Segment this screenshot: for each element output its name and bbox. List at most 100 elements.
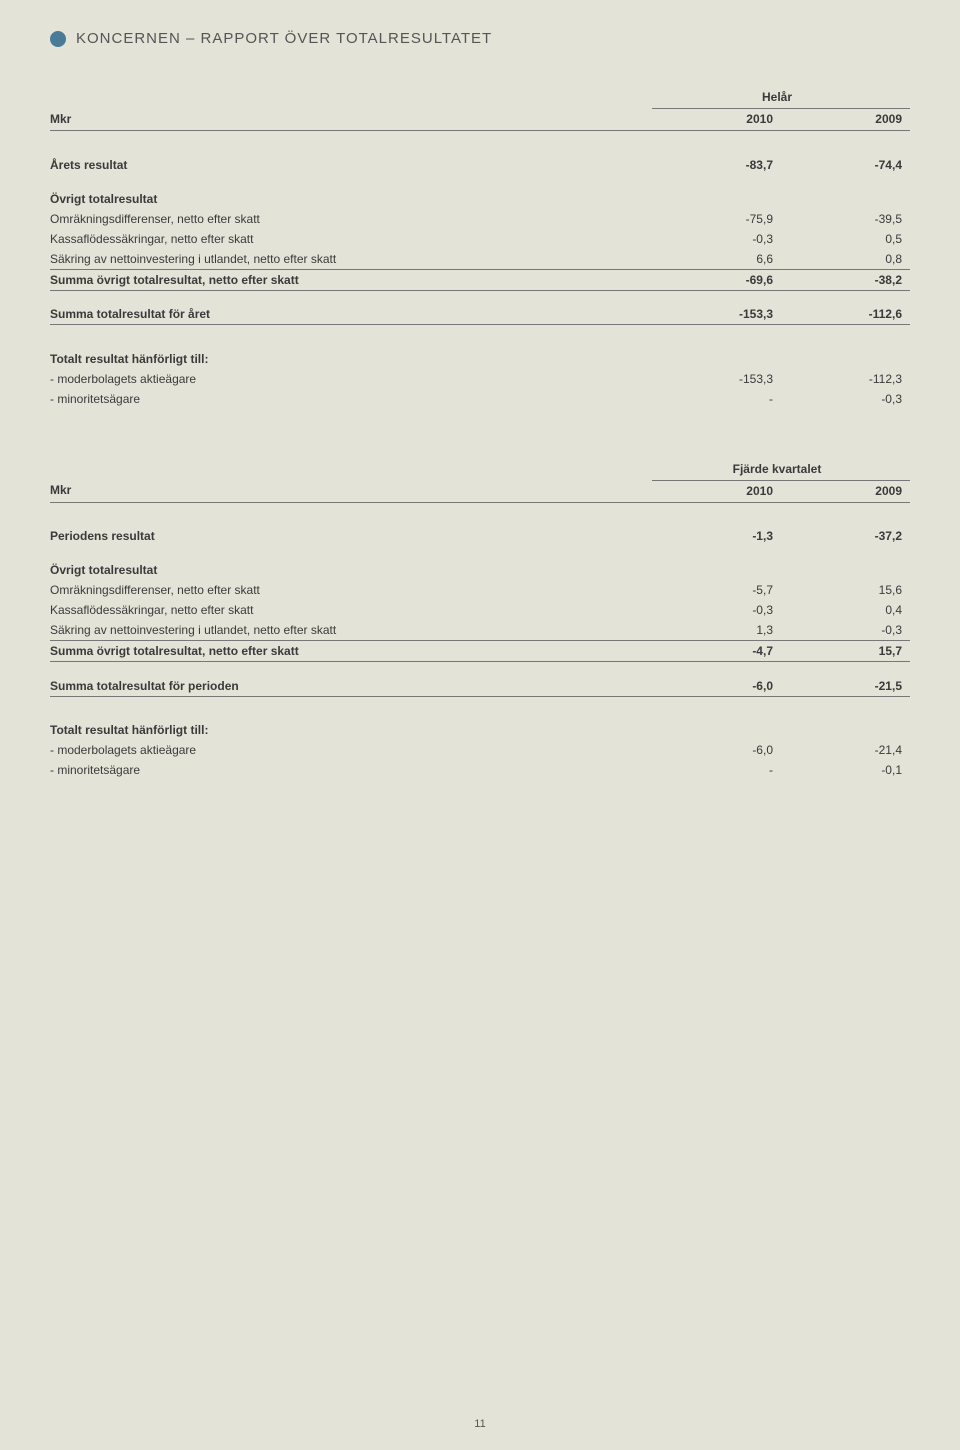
row-value: 1,3 <box>652 620 781 641</box>
tables-container: HelårMkr20102009Årets resultat-83,7-74,4… <box>50 87 910 780</box>
row-value: 0,5 <box>781 229 910 249</box>
financial-table: HelårMkr20102009 Årets resultat-83,7-74,4… <box>50 87 910 409</box>
row-value: -74,4 <box>781 155 910 175</box>
table-row: Summa totalresultat för året-153,3-112,6 <box>50 304 910 325</box>
row-label: Summa övrigt totalresultat, netto efter … <box>50 641 652 662</box>
row-value: -112,6 <box>781 304 910 325</box>
spacer <box>50 131 910 155</box>
row-value <box>652 720 781 740</box>
row-value: -5,7 <box>652 580 781 600</box>
row-value: 6,6 <box>652 249 781 270</box>
year-header: 2010 <box>652 480 781 502</box>
table-row: Totalt resultat hänförligt till: <box>50 720 910 740</box>
unit-label: Mkr <box>50 480 652 502</box>
row-value: - <box>652 389 781 409</box>
table-row: Omräkningsdifferenser, netto efter skatt… <box>50 209 910 229</box>
row-label: Summa totalresultat för perioden <box>50 676 652 697</box>
row-value <box>652 349 781 369</box>
table-row: Periodens resultat-1,3-37,2 <box>50 526 910 546</box>
table-row: Övrigt totalresultat <box>50 560 910 580</box>
year-header: 2009 <box>781 480 910 502</box>
row-label: Omräkningsdifferenser, netto efter skatt <box>50 580 652 600</box>
table-row: - minoritetsägare--0,1 <box>50 760 910 780</box>
row-label: Summa övrigt totalresultat, netto efter … <box>50 269 652 290</box>
row-value: 15,7 <box>781 641 910 662</box>
table-row: Säkring av nettoinvestering i utlandet, … <box>50 620 910 641</box>
row-value: -153,3 <box>652 304 781 325</box>
row-value: -21,4 <box>781 740 910 760</box>
row-value: - <box>652 760 781 780</box>
row-label: Årets resultat <box>50 155 652 175</box>
row-value: -6,0 <box>652 676 781 697</box>
row-label: Totalt resultat hänförligt till: <box>50 720 652 740</box>
row-label: Omräkningsdifferenser, netto efter skatt <box>50 209 652 229</box>
page-title: KONCERNEN – RAPPORT ÖVER TOTALRESULTATET <box>76 30 492 47</box>
table-row: - minoritetsägare--0,3 <box>50 389 910 409</box>
row-label: Kassaflödessäkringar, netto efter skatt <box>50 229 652 249</box>
table-row: Summa övrigt totalresultat, netto efter … <box>50 641 910 662</box>
row-label: - moderbolagets aktieägare <box>50 369 652 389</box>
table-row: Totalt resultat hänförligt till: <box>50 349 910 369</box>
table-row: Kassaflödessäkringar, netto efter skatt-… <box>50 229 910 249</box>
row-label: - minoritetsägare <box>50 389 652 409</box>
row-value: -83,7 <box>652 155 781 175</box>
row-value: -1,3 <box>652 526 781 546</box>
row-label: Säkring av nettoinvestering i utlandet, … <box>50 620 652 641</box>
table-row: - moderbolagets aktieägare-153,3-112,3 <box>50 369 910 389</box>
table-row: Omräkningsdifferenser, netto efter skatt… <box>50 580 910 600</box>
row-value: 0,4 <box>781 600 910 620</box>
row-label: Totalt resultat hänförligt till: <box>50 349 652 369</box>
row-value: -39,5 <box>781 209 910 229</box>
bullet-icon <box>50 31 66 47</box>
table-row: - moderbolagets aktieägare-6,0-21,4 <box>50 740 910 760</box>
table-row: Summa övrigt totalresultat, netto efter … <box>50 269 910 290</box>
row-value: -6,0 <box>652 740 781 760</box>
row-value <box>781 349 910 369</box>
year-header: 2009 <box>781 109 910 131</box>
row-value: -0,3 <box>781 389 910 409</box>
table-row: Summa totalresultat för perioden-6,0-21,… <box>50 676 910 697</box>
table-row: Övrigt totalresultat <box>50 189 910 209</box>
financial-table: Fjärde kvartaletMkr20102009Periodens res… <box>50 459 910 781</box>
spacer <box>50 662 910 676</box>
row-value: -37,2 <box>781 526 910 546</box>
period-label: Helår <box>652 87 910 109</box>
row-value <box>781 189 910 209</box>
row-value <box>652 560 781 580</box>
spacer <box>50 175 910 189</box>
spacer <box>50 546 910 560</box>
row-value: -0,3 <box>652 229 781 249</box>
row-value: -75,9 <box>652 209 781 229</box>
row-value: -112,3 <box>781 369 910 389</box>
row-label: Kassaflödessäkringar, netto efter skatt <box>50 600 652 620</box>
row-value: 15,6 <box>781 580 910 600</box>
period-label-spacer <box>50 459 652 481</box>
page-header: KONCERNEN – RAPPORT ÖVER TOTALRESULTATET <box>50 30 910 47</box>
row-value: -0,3 <box>781 620 910 641</box>
spacer <box>50 502 910 526</box>
row-value <box>652 189 781 209</box>
row-value: -69,6 <box>652 269 781 290</box>
table-row: Årets resultat-83,7-74,4 <box>50 155 910 175</box>
unit-label: Mkr <box>50 109 652 131</box>
page-number: 11 <box>0 1418 960 1430</box>
row-value: -153,3 <box>652 369 781 389</box>
row-label: Övrigt totalresultat <box>50 189 652 209</box>
table-row: Kassaflödessäkringar, netto efter skatt-… <box>50 600 910 620</box>
table-row: Säkring av nettoinvestering i utlandet, … <box>50 249 910 270</box>
spacer <box>50 325 910 349</box>
row-value: 0,8 <box>781 249 910 270</box>
spacer <box>50 696 910 720</box>
row-value <box>781 560 910 580</box>
row-label: Periodens resultat <box>50 526 652 546</box>
row-label: - minoritetsägare <box>50 760 652 780</box>
period-label-spacer <box>50 87 652 109</box>
row-label: Summa totalresultat för året <box>50 304 652 325</box>
row-value: -0,1 <box>781 760 910 780</box>
row-value: -38,2 <box>781 269 910 290</box>
year-header: 2010 <box>652 109 781 131</box>
row-value: -21,5 <box>781 676 910 697</box>
row-label: - moderbolagets aktieägare <box>50 740 652 760</box>
row-value <box>781 720 910 740</box>
row-label: Övrigt totalresultat <box>50 560 652 580</box>
